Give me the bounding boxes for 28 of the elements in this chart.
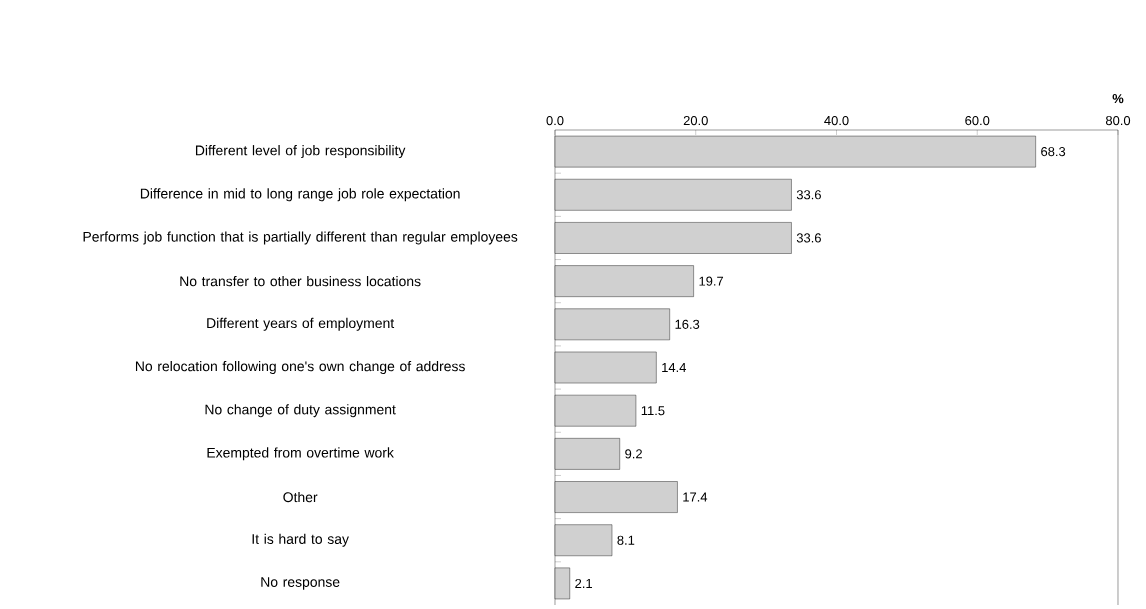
y-tick-label: Other <box>283 491 318 503</box>
data-label: 16.3 <box>675 319 700 329</box>
data-label: 14.4 <box>662 363 687 372</box>
data-label: 19.7 <box>699 276 724 286</box>
data-label: 11.5 <box>641 406 665 416</box>
y-tick-label: Different level of job responsibility <box>195 145 406 159</box>
x-axis-title: % <box>1112 94 1124 104</box>
x-tick-label: 0.0 <box>546 115 564 126</box>
y-tick-label: No relocation following one's own change of address <box>135 361 465 374</box>
data-label: 8.1 <box>617 535 635 545</box>
data-label: 33.6 <box>796 190 821 200</box>
data-label: 33.6 <box>796 233 821 243</box>
x-tick-label: 80.0 <box>1105 115 1131 126</box>
y-tick-label: No response <box>261 577 340 590</box>
data-label: 17.4 <box>683 492 708 502</box>
y-tick-label: It is hard to say <box>252 533 349 547</box>
y-tick-label: Exempted from overtime work <box>207 447 394 461</box>
x-tick-label: 60.0 <box>965 115 990 126</box>
x-tick-label: 20.0 <box>683 115 708 126</box>
y-tick-label: Performs job function that is partially different than regular employees <box>83 231 518 245</box>
y-tick-label: No transfer to other business locations <box>180 276 421 287</box>
data-label: 9.2 <box>625 449 642 459</box>
x-tick-label: 40.0 <box>824 115 849 126</box>
data-label: 68.3 <box>1041 147 1066 157</box>
data-label: 2.1 <box>575 578 593 588</box>
y-tick-label: Difference in mid to long range job role expectation <box>140 188 460 202</box>
y-tick-label: Different years of employment <box>207 317 395 331</box>
y-tick-label: No change of duty assignment <box>205 404 396 418</box>
